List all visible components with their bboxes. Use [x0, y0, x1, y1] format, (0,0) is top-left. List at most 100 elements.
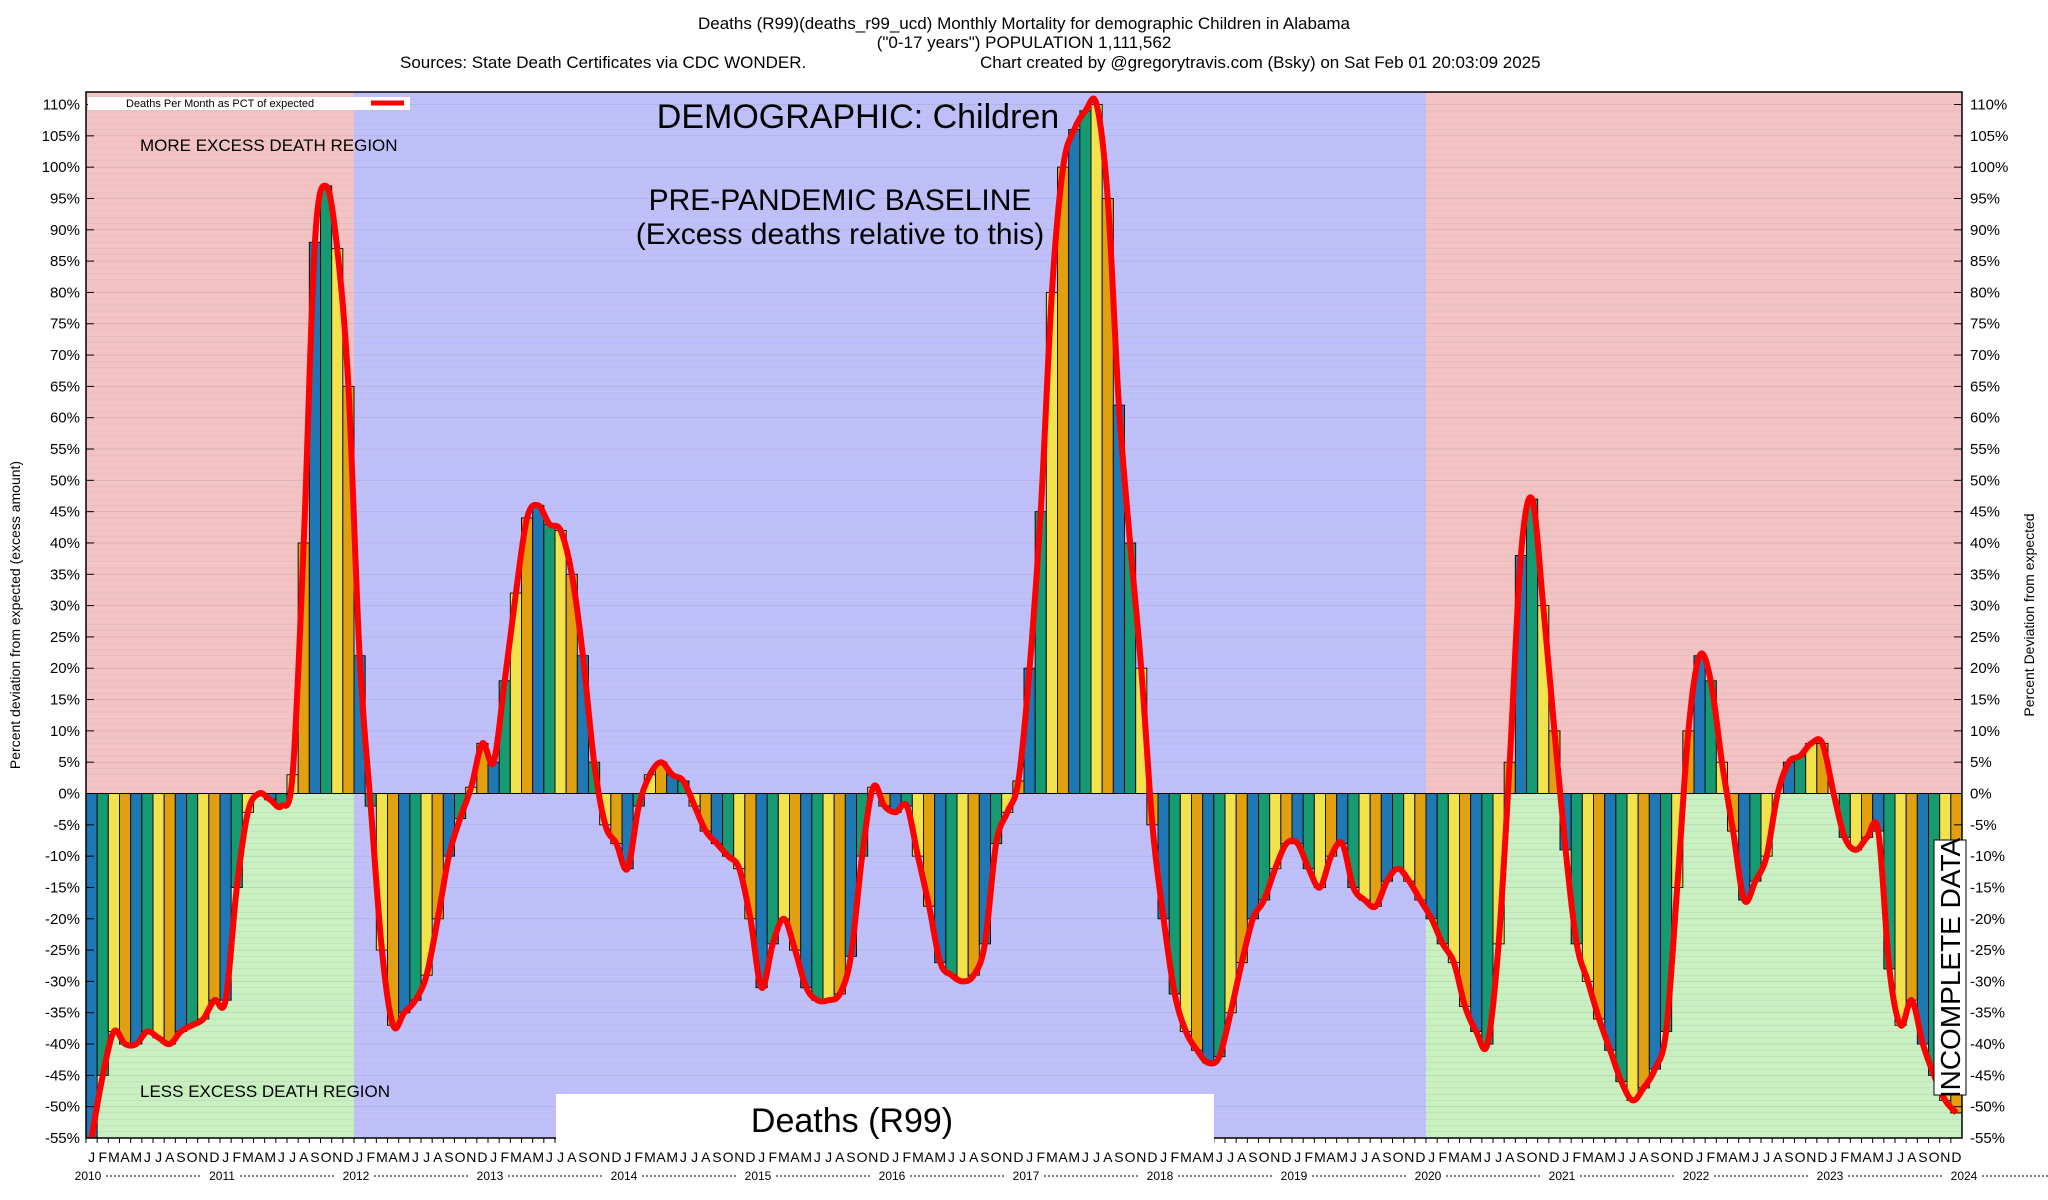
x-month-label: F	[1706, 1149, 1715, 1165]
less-excess-region-label: LESS EXCESS DEATH REGION	[140, 1082, 390, 1101]
y-tick-label-right: -20%	[1970, 911, 2005, 928]
y-tick-label-right: 75%	[1970, 316, 2000, 333]
baseline-subtitle: (Excess deaths relative to this)	[636, 218, 1045, 251]
y-tick-label-right: 10%	[1970, 723, 2000, 740]
y-tick-label-right: 60%	[1970, 410, 2000, 427]
y-tick-label-left: -55%	[45, 1130, 80, 1147]
y-tick-label-left: 40%	[50, 535, 80, 552]
x-month-label: S	[444, 1149, 453, 1165]
x-month-label: S	[1114, 1149, 1123, 1165]
x-month-label: M	[666, 1149, 678, 1165]
x-month-label: J	[1763, 1149, 1770, 1165]
chart-title: Deaths (R99)(deaths_r99_ucd) Monthly Mor…	[698, 14, 1350, 33]
y-tick-label-right: 20%	[1970, 660, 2000, 677]
bar	[1794, 755, 1807, 795]
bar	[532, 504, 545, 795]
bar	[1057, 166, 1070, 795]
x-month-label: N	[1940, 1149, 1950, 1165]
bar	[141, 793, 154, 1033]
bar	[967, 793, 980, 976]
x-month-label: M	[264, 1149, 276, 1165]
bar	[1615, 793, 1628, 1083]
x-year-label: 2015	[745, 1169, 772, 1183]
x-month-label: J	[1629, 1149, 1636, 1165]
y-tick-label-right: 0%	[1970, 786, 1992, 803]
y-tick-label-right: 45%	[1970, 504, 2000, 521]
y-tick-label-left: 25%	[50, 629, 80, 646]
y-tick-label-left: 90%	[50, 222, 80, 239]
y-tick-label-left: -40%	[45, 1036, 80, 1053]
y-tick-label-right: 105%	[1970, 128, 2008, 145]
x-month-label: M	[1180, 1149, 1192, 1165]
chart-subtitle: ("0-17 years") POPULATION 1,111,562	[876, 33, 1172, 52]
x-month-label: O	[455, 1149, 466, 1165]
x-month-label: M	[532, 1149, 544, 1165]
y-tick-label-left: 5%	[58, 754, 80, 771]
x-month-label: D	[1147, 1149, 1157, 1165]
bar	[722, 793, 735, 857]
x-month-label: O	[321, 1149, 332, 1165]
x-month-label: O	[589, 1149, 600, 1165]
x-month-label: N	[734, 1149, 744, 1165]
bar	[822, 793, 835, 1001]
bar	[1191, 793, 1204, 1051]
x-month-label: A	[433, 1149, 443, 1165]
x-month-label: S	[846, 1149, 855, 1165]
y-tick-label-right: 65%	[1970, 378, 2000, 395]
x-month-label: J	[1160, 1149, 1167, 1165]
x-month-label: O	[1661, 1149, 1672, 1165]
y-tick-label-right: -50%	[1970, 1099, 2005, 1116]
legend-label: Deaths Per Month as PCT of expected	[126, 98, 314, 110]
x-month-label: J	[1752, 1149, 1759, 1165]
x-month-label: J	[948, 1149, 955, 1165]
y-tick-label-right: -30%	[1970, 973, 2005, 990]
bar	[1905, 793, 1918, 1001]
x-month-label: F	[768, 1149, 777, 1165]
x-month-label: A	[254, 1149, 264, 1165]
x-month-label: F	[98, 1149, 107, 1165]
bar	[766, 793, 779, 945]
x-month-label: M	[398, 1149, 410, 1165]
y-tick-label-left: -15%	[45, 879, 80, 896]
bar	[320, 185, 333, 795]
x-year-label: 2020	[1415, 1169, 1442, 1183]
x-month-label: D	[1013, 1149, 1023, 1165]
y-tick-label-right: -25%	[1970, 942, 2005, 959]
bar	[1369, 793, 1382, 907]
x-month-label: A	[1728, 1149, 1738, 1165]
bar	[1470, 793, 1483, 1033]
x-month-label: A	[835, 1149, 845, 1165]
bar	[945, 793, 958, 976]
x-month-label: O	[1393, 1149, 1404, 1165]
bar	[733, 793, 746, 870]
x-month-label: A	[522, 1149, 532, 1165]
x-year-label: 2016	[879, 1169, 906, 1183]
bar	[543, 523, 556, 795]
x-month-label: A	[1058, 1149, 1068, 1165]
x-month-label: S	[1248, 1149, 1257, 1165]
x-month-label: J	[825, 1149, 832, 1165]
x-month-label: J	[959, 1149, 966, 1165]
x-month-label: A	[1371, 1149, 1381, 1165]
x-month-label: J	[490, 1149, 497, 1165]
x-month-label: J	[1216, 1149, 1223, 1165]
y-tick-label-left: -35%	[45, 1005, 80, 1022]
bar	[96, 793, 109, 1076]
x-month-label: J	[1484, 1149, 1491, 1165]
y-tick-label-left: 60%	[50, 410, 80, 427]
x-month-label: J	[1886, 1149, 1893, 1165]
x-month-label: J	[278, 1149, 285, 1165]
y-tick-label-right: 80%	[1970, 284, 2000, 301]
y-tick-label-right: 55%	[1970, 441, 2000, 458]
y-tick-label-right: 30%	[1970, 598, 2000, 615]
bar	[1246, 793, 1260, 920]
x-month-label: A	[969, 1149, 979, 1165]
x-month-label: J	[892, 1149, 899, 1165]
cause-label-box	[556, 1094, 1214, 1146]
x-month-label: F	[634, 1149, 643, 1165]
x-month-label: J	[356, 1149, 363, 1165]
y-tick-label-right: 40%	[1970, 535, 2000, 552]
x-month-label: M	[778, 1149, 790, 1165]
x-month-label: M	[1336, 1149, 1348, 1165]
